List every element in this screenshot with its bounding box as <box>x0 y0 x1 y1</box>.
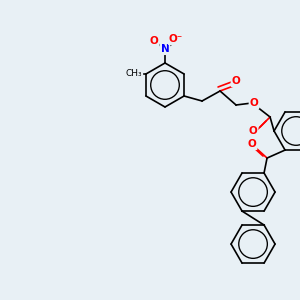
Text: N: N <box>160 44 169 54</box>
Text: O: O <box>150 36 158 46</box>
Text: O⁻: O⁻ <box>169 34 183 44</box>
Text: CH₃: CH₃ <box>126 70 142 79</box>
Text: O: O <box>232 76 240 86</box>
Text: O: O <box>249 126 257 136</box>
Text: O: O <box>248 139 256 149</box>
Text: O: O <box>250 98 258 108</box>
